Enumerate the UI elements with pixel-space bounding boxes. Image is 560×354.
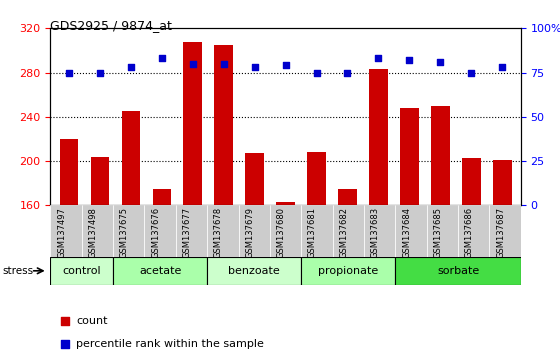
Text: GSM137676: GSM137676 (151, 207, 160, 258)
Point (467, 70, 476, 75)
Bar (333, 205, 364, 257)
Point (498, 64, 507, 70)
Text: count: count (76, 316, 108, 326)
Bar (364, 205, 395, 257)
Point (64, 70, 73, 75)
Point (312, 70, 321, 75)
Bar (462, 158, 480, 354)
Text: GSM137687: GSM137687 (496, 207, 505, 258)
Text: control: control (63, 266, 101, 276)
Bar (493, 160, 511, 354)
Point (250, 64, 259, 70)
Text: GSM137682: GSM137682 (339, 207, 348, 258)
Text: GSM137677: GSM137677 (183, 207, 192, 258)
Text: GSM137679: GSM137679 (245, 207, 254, 258)
Text: benzoate: benzoate (228, 266, 280, 276)
Point (219, 61, 228, 67)
Bar (113, 205, 144, 257)
Bar (245, 153, 264, 354)
Bar (91, 156, 109, 354)
Text: propionate: propionate (318, 266, 379, 276)
Bar (338, 189, 357, 354)
Bar (82, 205, 113, 257)
Bar (207, 205, 239, 257)
Text: GSM137680: GSM137680 (277, 207, 286, 258)
Point (188, 61, 197, 67)
Text: sorbate: sorbate (437, 266, 479, 276)
Bar (270, 205, 301, 257)
Point (436, 59, 445, 65)
Bar (50, 257, 113, 285)
Text: GSM137681: GSM137681 (308, 207, 317, 258)
Bar (489, 205, 521, 257)
Bar (214, 45, 233, 354)
Point (60, 341, 69, 347)
Bar (239, 205, 270, 257)
Bar (301, 257, 395, 285)
Bar (395, 257, 521, 285)
Text: GSM137686: GSM137686 (465, 207, 474, 258)
Text: GSM137685: GSM137685 (433, 207, 442, 258)
Bar (400, 108, 419, 354)
Bar (458, 205, 489, 257)
Bar (207, 257, 301, 285)
Bar (395, 205, 427, 257)
Bar (50, 205, 82, 257)
Text: GSM137498: GSM137498 (88, 207, 97, 258)
Text: GDS2925 / 9874_at: GDS2925 / 9874_at (50, 19, 172, 33)
Text: GSM137684: GSM137684 (402, 207, 411, 258)
Bar (144, 205, 176, 257)
Text: acetate: acetate (139, 266, 181, 276)
Bar (184, 42, 202, 354)
Bar (276, 202, 295, 354)
Text: GSM137678: GSM137678 (214, 207, 223, 258)
Bar (427, 205, 458, 257)
Text: percentile rank within the sample: percentile rank within the sample (76, 339, 264, 349)
Bar (176, 205, 207, 257)
Text: GSM137497: GSM137497 (57, 207, 66, 258)
Point (374, 56, 383, 61)
Point (60, 318, 69, 324)
Point (405, 57, 414, 63)
Bar (60, 139, 78, 354)
Text: GSM137683: GSM137683 (371, 207, 380, 258)
Point (343, 70, 352, 75)
Bar (122, 111, 140, 354)
Point (95, 70, 104, 75)
Bar (152, 189, 171, 354)
Text: GSM137675: GSM137675 (120, 207, 129, 258)
Point (157, 56, 166, 61)
Point (127, 64, 136, 70)
Bar (307, 152, 326, 354)
Bar (431, 106, 450, 354)
Bar (113, 257, 207, 285)
Bar (369, 69, 388, 354)
Point (281, 63, 290, 68)
Text: stress: stress (3, 266, 34, 276)
Bar (301, 205, 333, 257)
